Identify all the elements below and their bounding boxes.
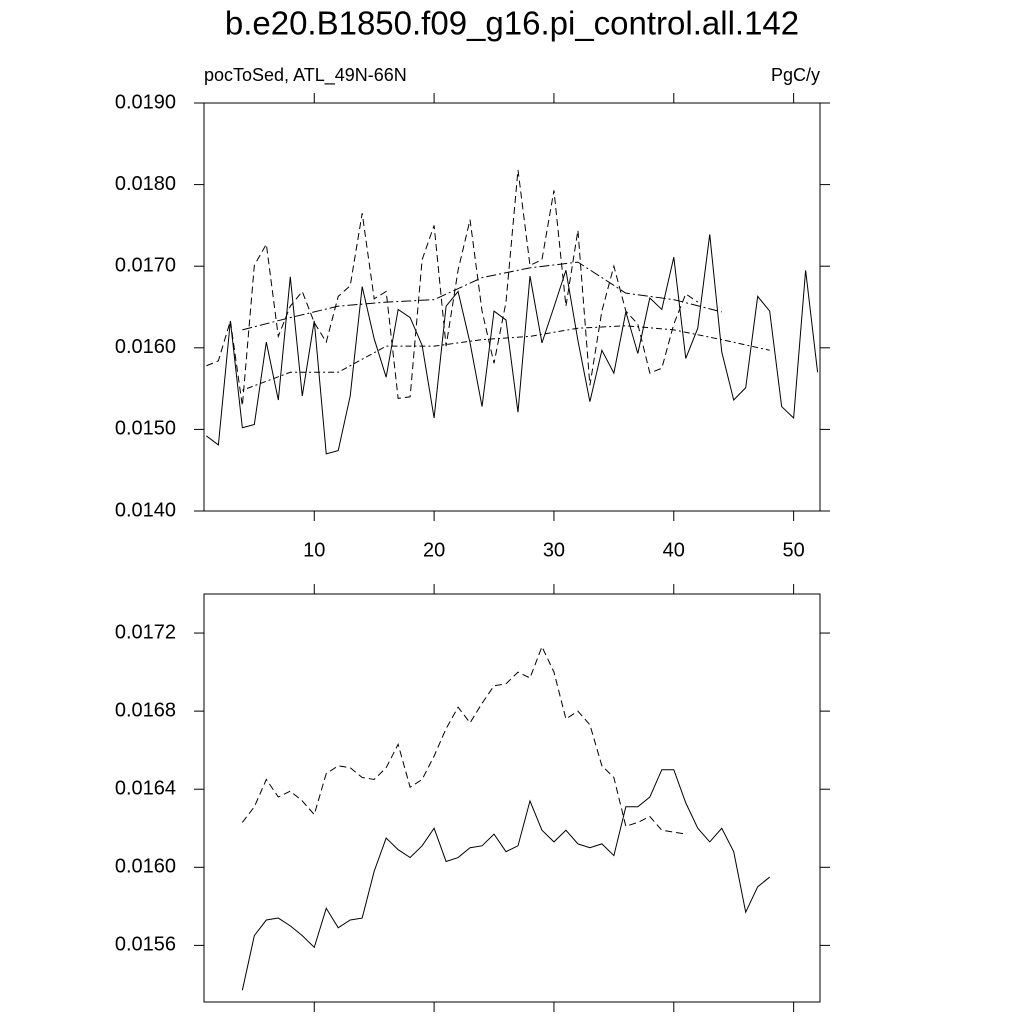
x-tick-label: 10 xyxy=(303,539,325,561)
x-tick-label: 20 xyxy=(423,539,445,561)
title: b.e20.B1850.f09_g16.pi_control.all.142 xyxy=(225,5,799,42)
y-tick-label: 0.0160 xyxy=(115,336,176,358)
data-line xyxy=(241,645,686,835)
y-tick-label: 0.0164 xyxy=(115,777,176,799)
x-tick-label: 30 xyxy=(543,539,565,561)
plot-frame xyxy=(203,593,821,1003)
y-tick-label: 0.0140 xyxy=(115,499,176,521)
y-tick-label: 0.0150 xyxy=(115,418,176,440)
data-line xyxy=(241,769,770,991)
y-tick-label: 0.0160 xyxy=(115,856,176,878)
subtitle-left: pocToSed, ATL_49N-66N xyxy=(204,65,407,86)
y-tick-label: 0.0190 xyxy=(115,91,176,113)
y-tick-label: 0.0180 xyxy=(115,173,176,195)
x-tick-label: 40 xyxy=(663,539,685,561)
data-line xyxy=(242,325,770,391)
x-tick-label: 50 xyxy=(783,539,805,561)
y-tick-label: 0.0156 xyxy=(115,934,176,956)
y-tick-label: 0.0172 xyxy=(115,621,176,643)
data-line xyxy=(242,261,722,331)
plot-frame xyxy=(203,102,821,512)
subtitle-right: PgC/y xyxy=(771,65,820,85)
y-tick-label: 0.0168 xyxy=(115,699,176,721)
y-tick-label: 0.0170 xyxy=(115,254,176,276)
data-line xyxy=(206,234,819,455)
